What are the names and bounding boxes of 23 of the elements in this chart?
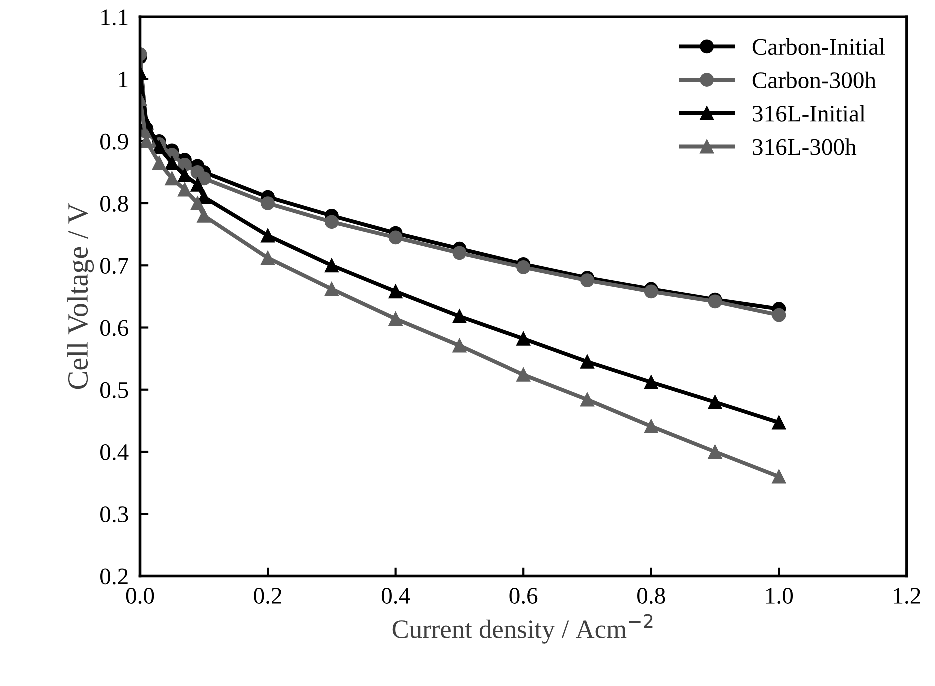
x-tick-label: 1.2 bbox=[894, 588, 920, 604]
x-tick-label: 1.0 bbox=[766, 588, 794, 604]
legend-label: Carbon-Initial bbox=[752, 38, 886, 56]
y-tick-label: 0.6 bbox=[100, 320, 128, 336]
x-tick-label: 0.2 bbox=[254, 588, 282, 604]
x-axis-title: Current density / Acm$^{−2}$ bbox=[392, 614, 653, 644]
x-tick-label: 0.8 bbox=[638, 588, 666, 604]
y-tick-label: 1 bbox=[119, 72, 128, 88]
y-tick-label: 1.1 bbox=[102, 10, 128, 26]
y-tick-label: 0.8 bbox=[100, 196, 128, 212]
y-tick-label: 0.7 bbox=[100, 258, 128, 274]
y-tick-label: 0.4 bbox=[100, 444, 129, 461]
legend-label: 316L-Initial bbox=[753, 105, 866, 122]
y-tick-label: 0.2 bbox=[100, 568, 128, 585]
legend-label: Carbon-300h bbox=[752, 72, 876, 89]
y-tick-label: 0.3 bbox=[100, 506, 128, 523]
x-tick-label: 0.4 bbox=[382, 588, 410, 604]
y-tick-label: 0.5 bbox=[100, 382, 128, 398]
x-tick-label: 0.0 bbox=[126, 588, 154, 604]
y-tick-label: 0.9 bbox=[100, 134, 128, 150]
legend-label: 316L-300h bbox=[753, 138, 857, 156]
x-tick-label: 0.6 bbox=[510, 588, 538, 604]
y-axis-title: Cell Voltage / V bbox=[68, 203, 94, 390]
